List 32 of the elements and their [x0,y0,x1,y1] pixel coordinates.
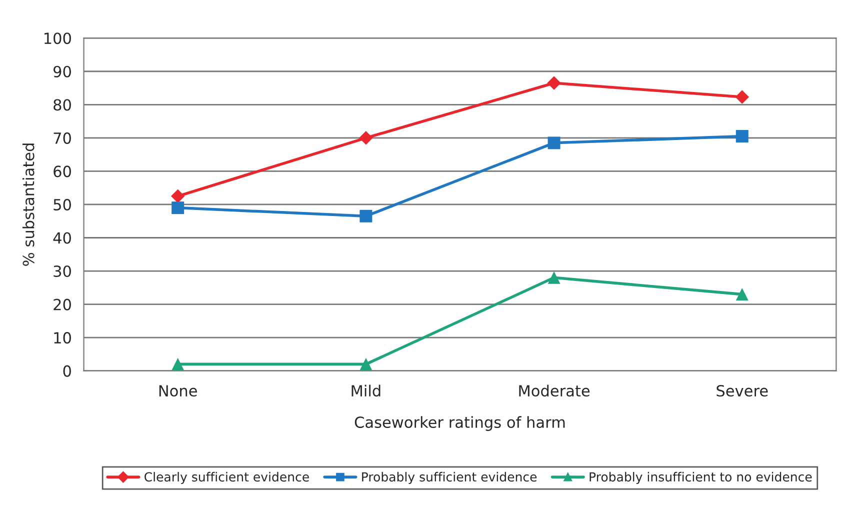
x-tick-label: Moderate [519,384,590,397]
x-tick-label: Severe [716,385,768,397]
point [172,358,184,370]
point [548,136,560,150]
y-tick-label: 70 [54,132,71,144]
legend-label: Clearly sufficient evidence [144,472,309,484]
point [736,288,748,301]
y-tick-label: 60 [54,166,71,178]
point [170,189,185,204]
point [172,202,184,214]
x-tick-label: None [159,385,197,397]
y-tick-label: 80 [54,99,71,111]
point [736,130,748,143]
legend-label: Probably sufficient evidence [362,472,537,484]
y-tick-label: 20 [54,298,71,310]
y-tick-label: 50 [54,198,71,210]
point [735,90,750,104]
y-axis-title: % substantiated [22,144,34,266]
point [359,131,373,145]
point [548,271,560,284]
x-tick-label: Mild [352,384,380,397]
y-tick-label: 10 [54,332,71,344]
y-tick-label: 0 [63,365,71,377]
legend-label: Probably insufficient to no evidence [590,472,812,484]
x-axis-title: Caseworker ratings of harm [354,416,565,431]
y-tick-label: 40 [53,232,71,244]
point [360,210,372,222]
point [547,76,561,90]
y-tick-label: 90 [54,66,71,78]
y-tick-label: 100 [44,32,71,44]
point [360,358,372,370]
y-tick-label: 30 [54,265,71,278]
